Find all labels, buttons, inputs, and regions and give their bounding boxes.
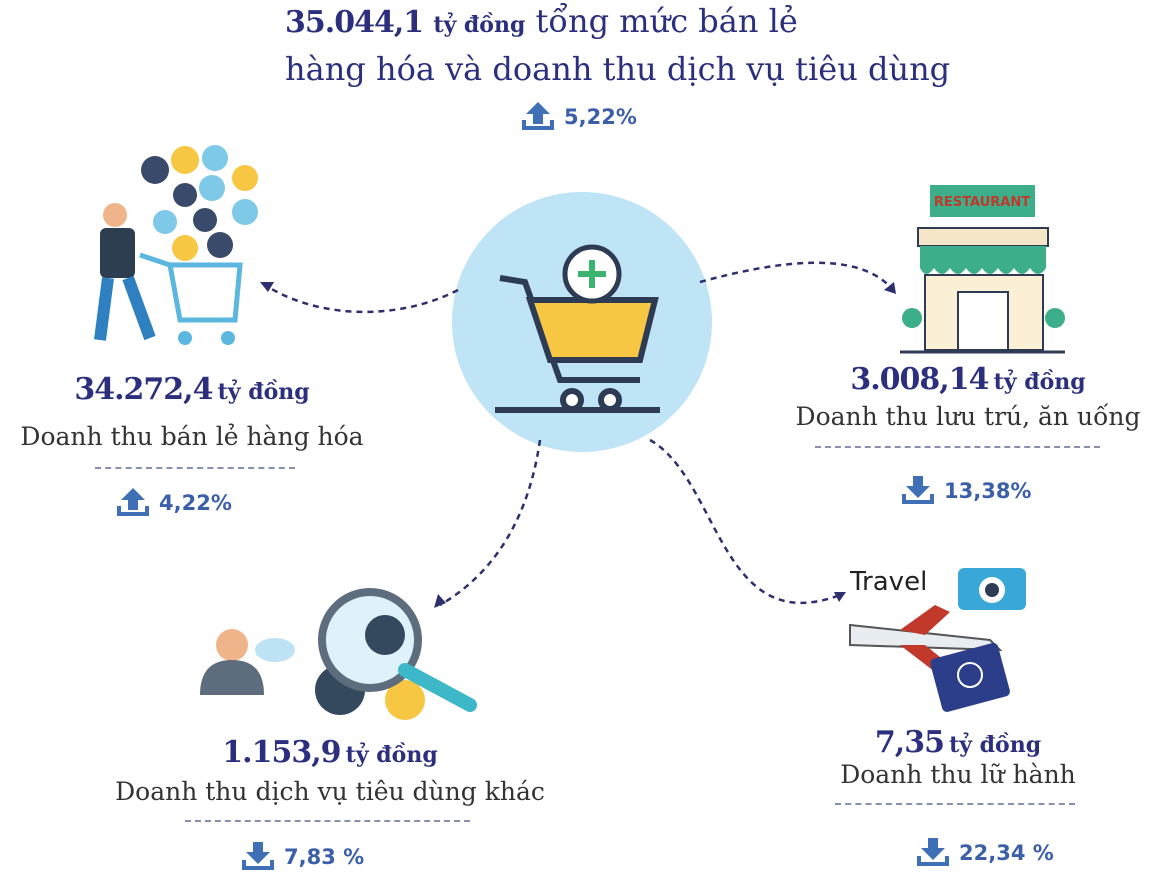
change-text: 4,22% [159, 491, 232, 515]
item-unit: tỷ đồng [345, 742, 438, 768]
icon-part [117, 506, 149, 516]
item-label: Doanh thu bán lẻ hàng hóa [20, 422, 364, 451]
header-change: 5,22% [520, 102, 637, 132]
icon-part [121, 488, 145, 510]
restaurant-icon: RESTAURANT [900, 185, 1065, 354]
change-text: 7,83 % [284, 845, 365, 869]
header-value: 35.044,1 [285, 5, 424, 40]
shopper-icon [94, 145, 258, 345]
icon-part [902, 494, 934, 504]
item-value-row: 3.008,14 tỷ đồng [668, 362, 1162, 397]
item-change: 7,83 % [240, 842, 364, 872]
connector-heads [260, 282, 896, 608]
center-cart [495, 275, 660, 413]
travel-text: Travel [849, 567, 927, 597]
change-icon [242, 842, 274, 870]
restaurant-sign: RESTAURANT [934, 195, 1030, 210]
item-value: 3.008,14 [850, 362, 989, 397]
item-change: 4,22% [115, 488, 232, 518]
change-text: 13,38% [944, 479, 1032, 503]
item-divider [815, 446, 1100, 448]
change-text: 5,22% [564, 105, 637, 129]
item-value-row: 7,35 tỷ đồng [658, 725, 1162, 760]
item-value: 7,35 [874, 725, 945, 760]
icon-part [921, 838, 945, 860]
item-change: 13,38% [900, 476, 1031, 506]
connectors [264, 261, 894, 607]
icon-part [906, 476, 930, 498]
change-icon [117, 488, 149, 516]
item-label: Doanh thu lữ hành [840, 760, 1076, 789]
item-divider [835, 803, 1075, 805]
item-label: Doanh thu lưu trú, ăn uống [795, 402, 1141, 431]
icon-part [246, 842, 270, 864]
item-unit: tỷ đồng [217, 379, 310, 405]
item-divider [95, 467, 295, 469]
change-icon [902, 476, 934, 504]
icon-part [242, 860, 274, 870]
travel-icon: Travel [849, 567, 1026, 712]
icon-part [522, 120, 554, 130]
item-divider [185, 820, 470, 822]
change-icon [917, 838, 949, 866]
item-unit: tỷ đồng [949, 732, 1042, 758]
plus-sign [578, 260, 606, 288]
item-value: 34.272,4 [74, 372, 213, 407]
header-line1-row: 35.044,1 tỷ đồng tổng mức bán lẻ [285, 2, 798, 40]
icon-part [917, 856, 949, 866]
item-label: Doanh thu dịch vụ tiêu dùng khác [115, 777, 545, 806]
item-change: 22,34 % [915, 838, 1054, 868]
header-line2: hàng hóa và doanh thu dịch vụ tiêu dùng [285, 50, 951, 88]
item-unit: tỷ đồng [993, 369, 1086, 395]
services-icon [200, 588, 477, 720]
header-line1: tổng mức bán lẻ [535, 2, 798, 40]
change-icon [522, 102, 554, 130]
header-unit: tỷ đồng [433, 12, 526, 38]
icon-part [526, 102, 550, 124]
item-value: 1.153,9 [222, 735, 341, 770]
item-value-row: 1.153,9 tỷ đồng [30, 735, 630, 770]
change-text: 22,34 % [959, 841, 1054, 865]
item-value-row: 34.272,4 tỷ đồng [0, 372, 492, 407]
